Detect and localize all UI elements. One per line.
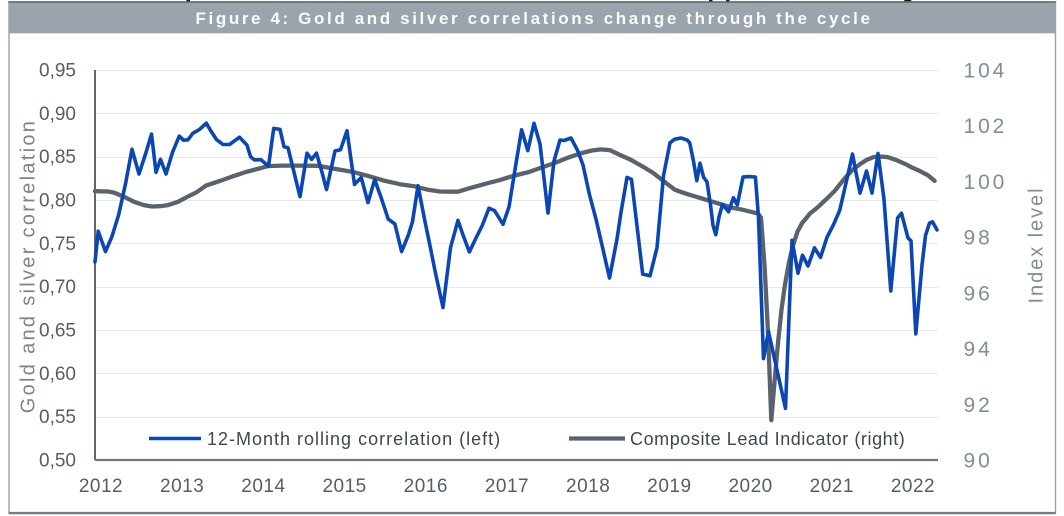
svg-text:0,50: 0,50 xyxy=(39,451,76,472)
svg-text:98: 98 xyxy=(964,227,993,250)
svg-text:0,60: 0,60 xyxy=(39,364,76,385)
svg-text:96: 96 xyxy=(964,282,993,305)
svg-text:0,55: 0,55 xyxy=(39,407,76,428)
svg-text:Gold and silver correlation: Gold and silver correlation xyxy=(18,119,40,413)
svg-text:2021: 2021 xyxy=(810,476,854,497)
svg-text:Figure 4: Gold and silver corr: Figure 4: Gold and silver correlations c… xyxy=(195,9,872,28)
svg-text:2016: 2016 xyxy=(404,476,448,497)
svg-text:0,70: 0,70 xyxy=(39,277,76,298)
svg-text:2019: 2019 xyxy=(647,476,691,497)
svg-text:0,95: 0,95 xyxy=(39,61,76,82)
svg-text:94: 94 xyxy=(964,338,993,361)
svg-text:0,75: 0,75 xyxy=(39,234,76,255)
svg-text:0,85: 0,85 xyxy=(39,147,76,168)
svg-text:2020: 2020 xyxy=(728,476,772,497)
svg-text:12-Month rolling correlation (: 12-Month rolling correlation (left) xyxy=(207,429,501,449)
svg-text:2013: 2013 xyxy=(160,476,204,497)
svg-text:2017: 2017 xyxy=(485,476,529,497)
svg-text:2015: 2015 xyxy=(322,476,366,497)
svg-text:102: 102 xyxy=(964,115,1008,138)
svg-text:92: 92 xyxy=(964,394,993,417)
svg-text:2018: 2018 xyxy=(566,476,610,497)
svg-text:2022: 2022 xyxy=(891,476,935,497)
svg-text:0,90: 0,90 xyxy=(39,104,76,125)
svg-text:2012: 2012 xyxy=(79,476,123,497)
svg-text:0,65: 0,65 xyxy=(39,321,76,342)
svg-text:90: 90 xyxy=(964,450,993,473)
svg-text:Composite Lead Indicator (righ: Composite Lead Indicator (right) xyxy=(630,429,905,449)
svg-text:0,80: 0,80 xyxy=(39,191,76,212)
svg-text:100: 100 xyxy=(964,171,1008,194)
svg-text:2014: 2014 xyxy=(241,476,285,497)
svg-text:Index level: Index level xyxy=(1026,187,1048,304)
svg-text:104: 104 xyxy=(964,60,1008,83)
